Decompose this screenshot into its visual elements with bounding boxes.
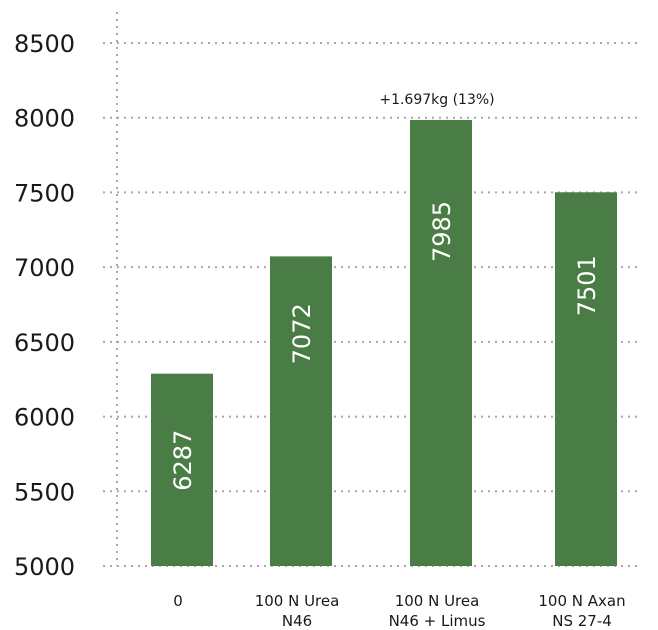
x-tick-label: N46 + Limus [389, 612, 486, 630]
y-tick-label: 6000 [14, 404, 75, 432]
y-tick-label: 8500 [14, 30, 75, 58]
gridlines [103, 12, 640, 567]
bar-annotation: +1.697kg (13%) [379, 92, 494, 108]
y-tick-label: 5500 [14, 478, 75, 506]
y-axis-ticks: 5000 5500 6000 6500 7000 7500 8000 8500 [14, 30, 75, 581]
bar [151, 373, 213, 566]
bar-value-label: 7985 [428, 201, 456, 262]
bar [555, 192, 617, 566]
x-tick-label: 100 N Urea [395, 592, 480, 610]
y-tick-label: 7000 [14, 254, 75, 282]
y-tick-label: 7500 [14, 179, 75, 207]
bar-value-label: 7072 [288, 303, 316, 364]
x-tick-label: N46 [282, 612, 312, 630]
bar [410, 119, 472, 566]
x-tick-label: 0 [173, 592, 183, 610]
bars: 6287 7072 7985 7501 [151, 119, 617, 566]
bar [270, 256, 332, 566]
x-tick-label: 100 N Urea [255, 592, 340, 610]
x-tick-label: NS 27-4 [552, 612, 612, 630]
bar-value-label: 6287 [169, 430, 197, 491]
x-tick-label: 100 N Axan [538, 592, 625, 610]
x-axis-ticks: 0 100 N Urea N46 100 N Urea N46 + Limus 100 N… [173, 592, 625, 630]
bar-value-label: 7501 [573, 255, 601, 316]
y-tick-label: 8000 [14, 105, 75, 133]
y-tick-label: 5000 [14, 553, 75, 581]
annotations: +1.697kg (13%) [379, 92, 494, 108]
y-tick-label: 6500 [14, 329, 75, 357]
